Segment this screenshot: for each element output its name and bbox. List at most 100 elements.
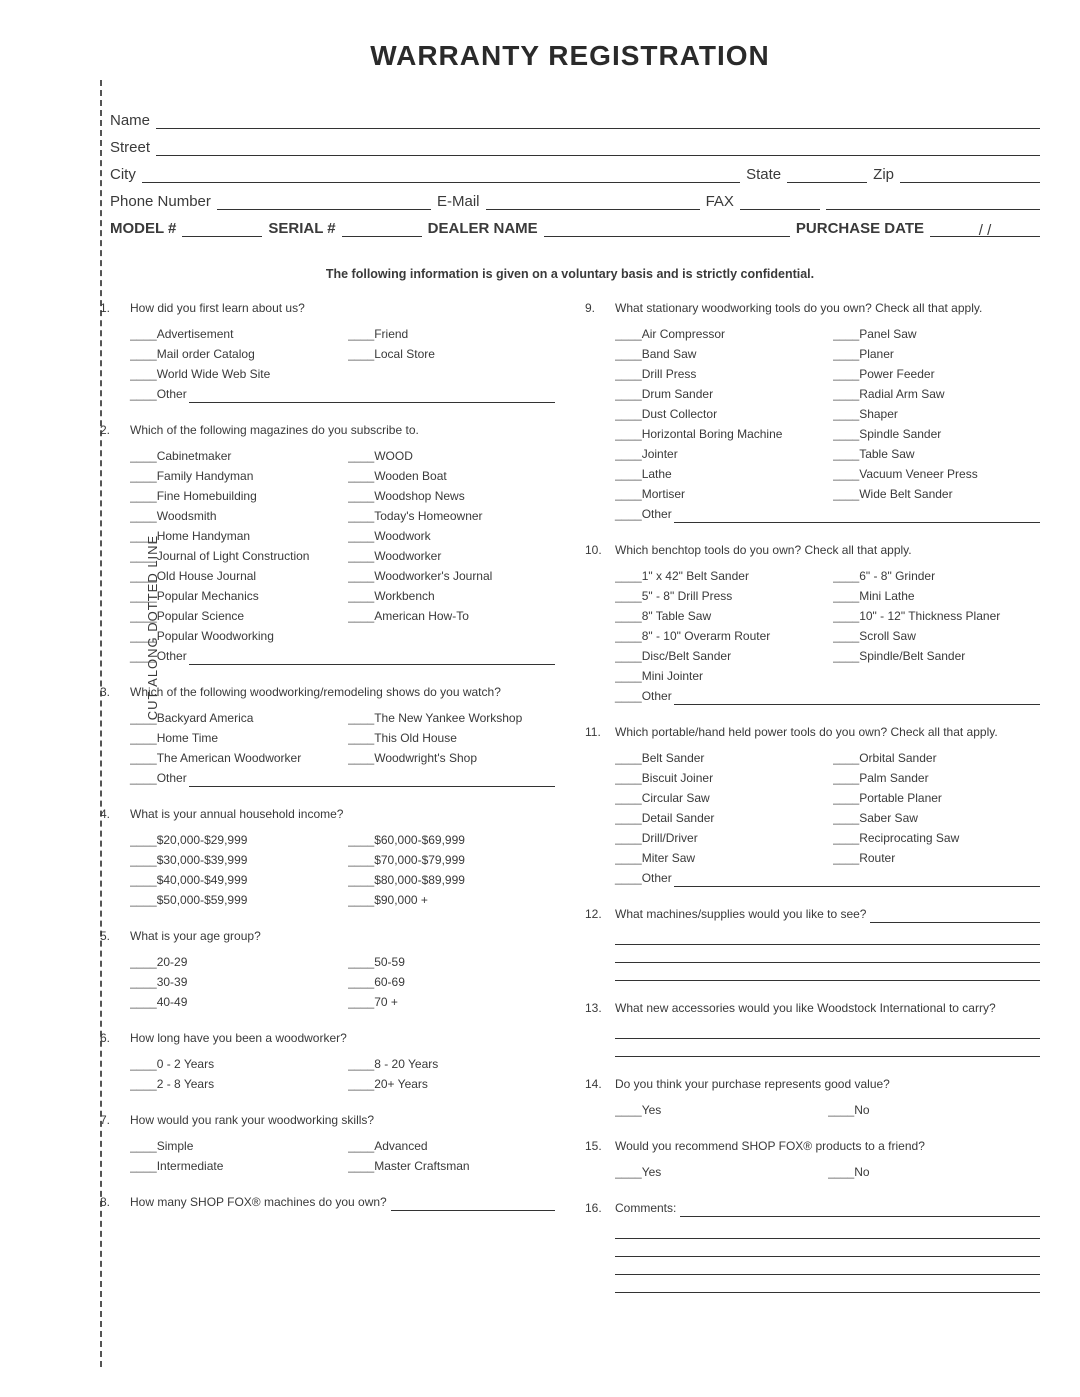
q8-input[interactable] bbox=[391, 1199, 555, 1211]
checkbox-option[interactable]: Backyard America bbox=[130, 709, 338, 727]
checkbox-option[interactable]: Advertisement bbox=[130, 325, 338, 343]
q9-other[interactable]: Other bbox=[615, 505, 1040, 523]
checkbox-option[interactable]: Mini Jointer bbox=[615, 667, 823, 685]
q3-other[interactable]: Other bbox=[130, 769, 555, 787]
checkbox-option[interactable]: Orbital Sander bbox=[833, 749, 1041, 767]
checkbox-option[interactable]: Mortiser bbox=[615, 485, 823, 503]
q11-other[interactable]: Other bbox=[615, 869, 1040, 887]
checkbox-option[interactable]: 2 - 8 Years bbox=[130, 1075, 338, 1093]
checkbox-option[interactable]: 0 - 2 Years bbox=[130, 1055, 338, 1073]
checkbox-option[interactable]: Drum Sander bbox=[615, 385, 823, 403]
checkbox-option[interactable]: Scroll Saw bbox=[833, 627, 1041, 645]
checkbox-option[interactable]: The New Yankee Workshop bbox=[348, 709, 556, 727]
checkbox-option[interactable]: WOOD bbox=[348, 447, 556, 465]
checkbox-option[interactable]: 8" - 10" Overarm Router bbox=[615, 627, 823, 645]
q16-line2[interactable] bbox=[615, 1243, 1040, 1257]
checkbox-option[interactable]: 40-49 bbox=[130, 993, 338, 1011]
checkbox-option[interactable]: 20+ Years bbox=[348, 1075, 556, 1093]
checkbox-option[interactable]: The American Woodworker bbox=[130, 749, 338, 767]
checkbox-option[interactable]: Shaper bbox=[833, 405, 1041, 423]
checkbox-option[interactable]: Popular Woodworking bbox=[130, 627, 338, 645]
q16-line4[interactable] bbox=[615, 1279, 1040, 1293]
input-fax2[interactable] bbox=[826, 195, 1040, 210]
checkbox-option[interactable]: Woodshop News bbox=[348, 487, 556, 505]
q12-line3[interactable] bbox=[615, 967, 1040, 981]
checkbox-option[interactable]: Lathe bbox=[615, 465, 823, 483]
checkbox-option[interactable]: 8" Table Saw bbox=[615, 607, 823, 625]
checkbox-option[interactable]: Saber Saw bbox=[833, 809, 1041, 827]
checkbox-option[interactable]: Vacuum Veneer Press bbox=[833, 465, 1041, 483]
checkbox-option[interactable]: Cabinetmaker bbox=[130, 447, 338, 465]
q13-line2[interactable] bbox=[615, 1043, 1040, 1057]
checkbox-option[interactable]: Wide Belt Sander bbox=[833, 485, 1041, 503]
q15-yes[interactable]: Yes bbox=[615, 1163, 828, 1181]
checkbox-option[interactable]: Mini Lathe bbox=[833, 587, 1041, 605]
checkbox-option[interactable]: Dust Collector bbox=[615, 405, 823, 423]
checkbox-option[interactable]: $70,000-$79,999 bbox=[348, 851, 556, 869]
checkbox-option[interactable]: Jointer bbox=[615, 445, 823, 463]
checkbox-option[interactable]: Simple bbox=[130, 1137, 338, 1155]
checkbox-option[interactable]: Wooden Boat bbox=[348, 467, 556, 485]
checkbox-option[interactable]: Popular Mechanics bbox=[130, 587, 338, 605]
checkbox-option[interactable]: American How-To bbox=[348, 607, 556, 625]
q14-yes[interactable]: Yes bbox=[615, 1101, 828, 1119]
input-state[interactable] bbox=[787, 168, 867, 183]
checkbox-option[interactable]: Table Saw bbox=[833, 445, 1041, 463]
checkbox-option[interactable]: Miter Saw bbox=[615, 849, 823, 867]
q15-no[interactable]: No bbox=[828, 1163, 1041, 1181]
checkbox-option[interactable]: Power Feeder bbox=[833, 365, 1041, 383]
checkbox-option[interactable]: Mail order Catalog bbox=[130, 345, 338, 363]
checkbox-option[interactable]: Belt Sander bbox=[615, 749, 823, 767]
q12-line0[interactable] bbox=[870, 911, 1040, 923]
input-city[interactable] bbox=[142, 168, 740, 183]
checkbox-option[interactable]: Master Craftsman bbox=[348, 1157, 556, 1175]
checkbox-option[interactable]: 50-59 bbox=[348, 953, 556, 971]
checkbox-option[interactable]: Horizontal Boring Machine bbox=[615, 425, 823, 443]
checkbox-option[interactable]: Woodwork bbox=[348, 527, 556, 545]
q10-other[interactable]: Other bbox=[615, 687, 1040, 705]
checkbox-option[interactable]: Popular Science bbox=[130, 607, 338, 625]
checkbox-option[interactable]: Disc/Belt Sander bbox=[615, 647, 823, 665]
checkbox-option[interactable]: $30,000-$39,999 bbox=[130, 851, 338, 869]
checkbox-option[interactable]: 5" - 8" Drill Press bbox=[615, 587, 823, 605]
checkbox-option[interactable]: Band Saw bbox=[615, 345, 823, 363]
checkbox-option[interactable]: 60-69 bbox=[348, 973, 556, 991]
checkbox-option[interactable]: Reciprocating Saw bbox=[833, 829, 1041, 847]
input-model[interactable] bbox=[182, 222, 262, 237]
checkbox-option[interactable]: 6" - 8" Grinder bbox=[833, 567, 1041, 585]
checkbox-option[interactable]: Advanced bbox=[348, 1137, 556, 1155]
q16-line1[interactable] bbox=[615, 1225, 1040, 1239]
checkbox-option[interactable]: Planer bbox=[833, 345, 1041, 363]
checkbox-option[interactable]: 10" - 12" Thickness Planer bbox=[833, 607, 1041, 625]
checkbox-option[interactable]: World Wide Web Site bbox=[130, 365, 338, 383]
checkbox-option[interactable]: Portable Planer bbox=[833, 789, 1041, 807]
checkbox-option[interactable]: 1" x 42" Belt Sander bbox=[615, 567, 823, 585]
checkbox-option[interactable]: Local Store bbox=[348, 345, 556, 363]
input-dealer[interactable] bbox=[544, 222, 790, 237]
checkbox-option[interactable]: Panel Saw bbox=[833, 325, 1041, 343]
checkbox-option[interactable]: 8 - 20 Years bbox=[348, 1055, 556, 1073]
checkbox-option[interactable]: Workbench bbox=[348, 587, 556, 605]
q13-line1[interactable] bbox=[615, 1025, 1040, 1039]
checkbox-option[interactable]: Woodworker bbox=[348, 547, 556, 565]
checkbox-option[interactable]: Spindle/Belt Sander bbox=[833, 647, 1041, 665]
input-name[interactable] bbox=[156, 114, 1040, 129]
checkbox-option[interactable]: $80,000-$89,999 bbox=[348, 871, 556, 889]
checkbox-option[interactable]: Woodworker's Journal bbox=[348, 567, 556, 585]
checkbox-option[interactable]: Fine Homebuilding bbox=[130, 487, 338, 505]
checkbox-option[interactable]: Home Handyman bbox=[130, 527, 338, 545]
checkbox-option[interactable]: Radial Arm Saw bbox=[833, 385, 1041, 403]
checkbox-option[interactable]: Today's Homeowner bbox=[348, 507, 556, 525]
q2-other[interactable]: Other bbox=[130, 647, 555, 665]
checkbox-option[interactable]: This Old House bbox=[348, 729, 556, 747]
checkbox-option[interactable]: $20,000-$29,999 bbox=[130, 831, 338, 849]
checkbox-option[interactable]: Router bbox=[833, 849, 1041, 867]
q16-line0[interactable] bbox=[680, 1205, 1040, 1217]
input-street[interactable] bbox=[156, 141, 1040, 156]
checkbox-option[interactable]: 70 + bbox=[348, 993, 556, 1011]
checkbox-option[interactable]: $90,000 + bbox=[348, 891, 556, 909]
q14-no[interactable]: No bbox=[828, 1101, 1041, 1119]
checkbox-option[interactable]: 20-29 bbox=[130, 953, 338, 971]
checkbox-option[interactable]: Circular Saw bbox=[615, 789, 823, 807]
input-phone[interactable] bbox=[217, 195, 431, 210]
